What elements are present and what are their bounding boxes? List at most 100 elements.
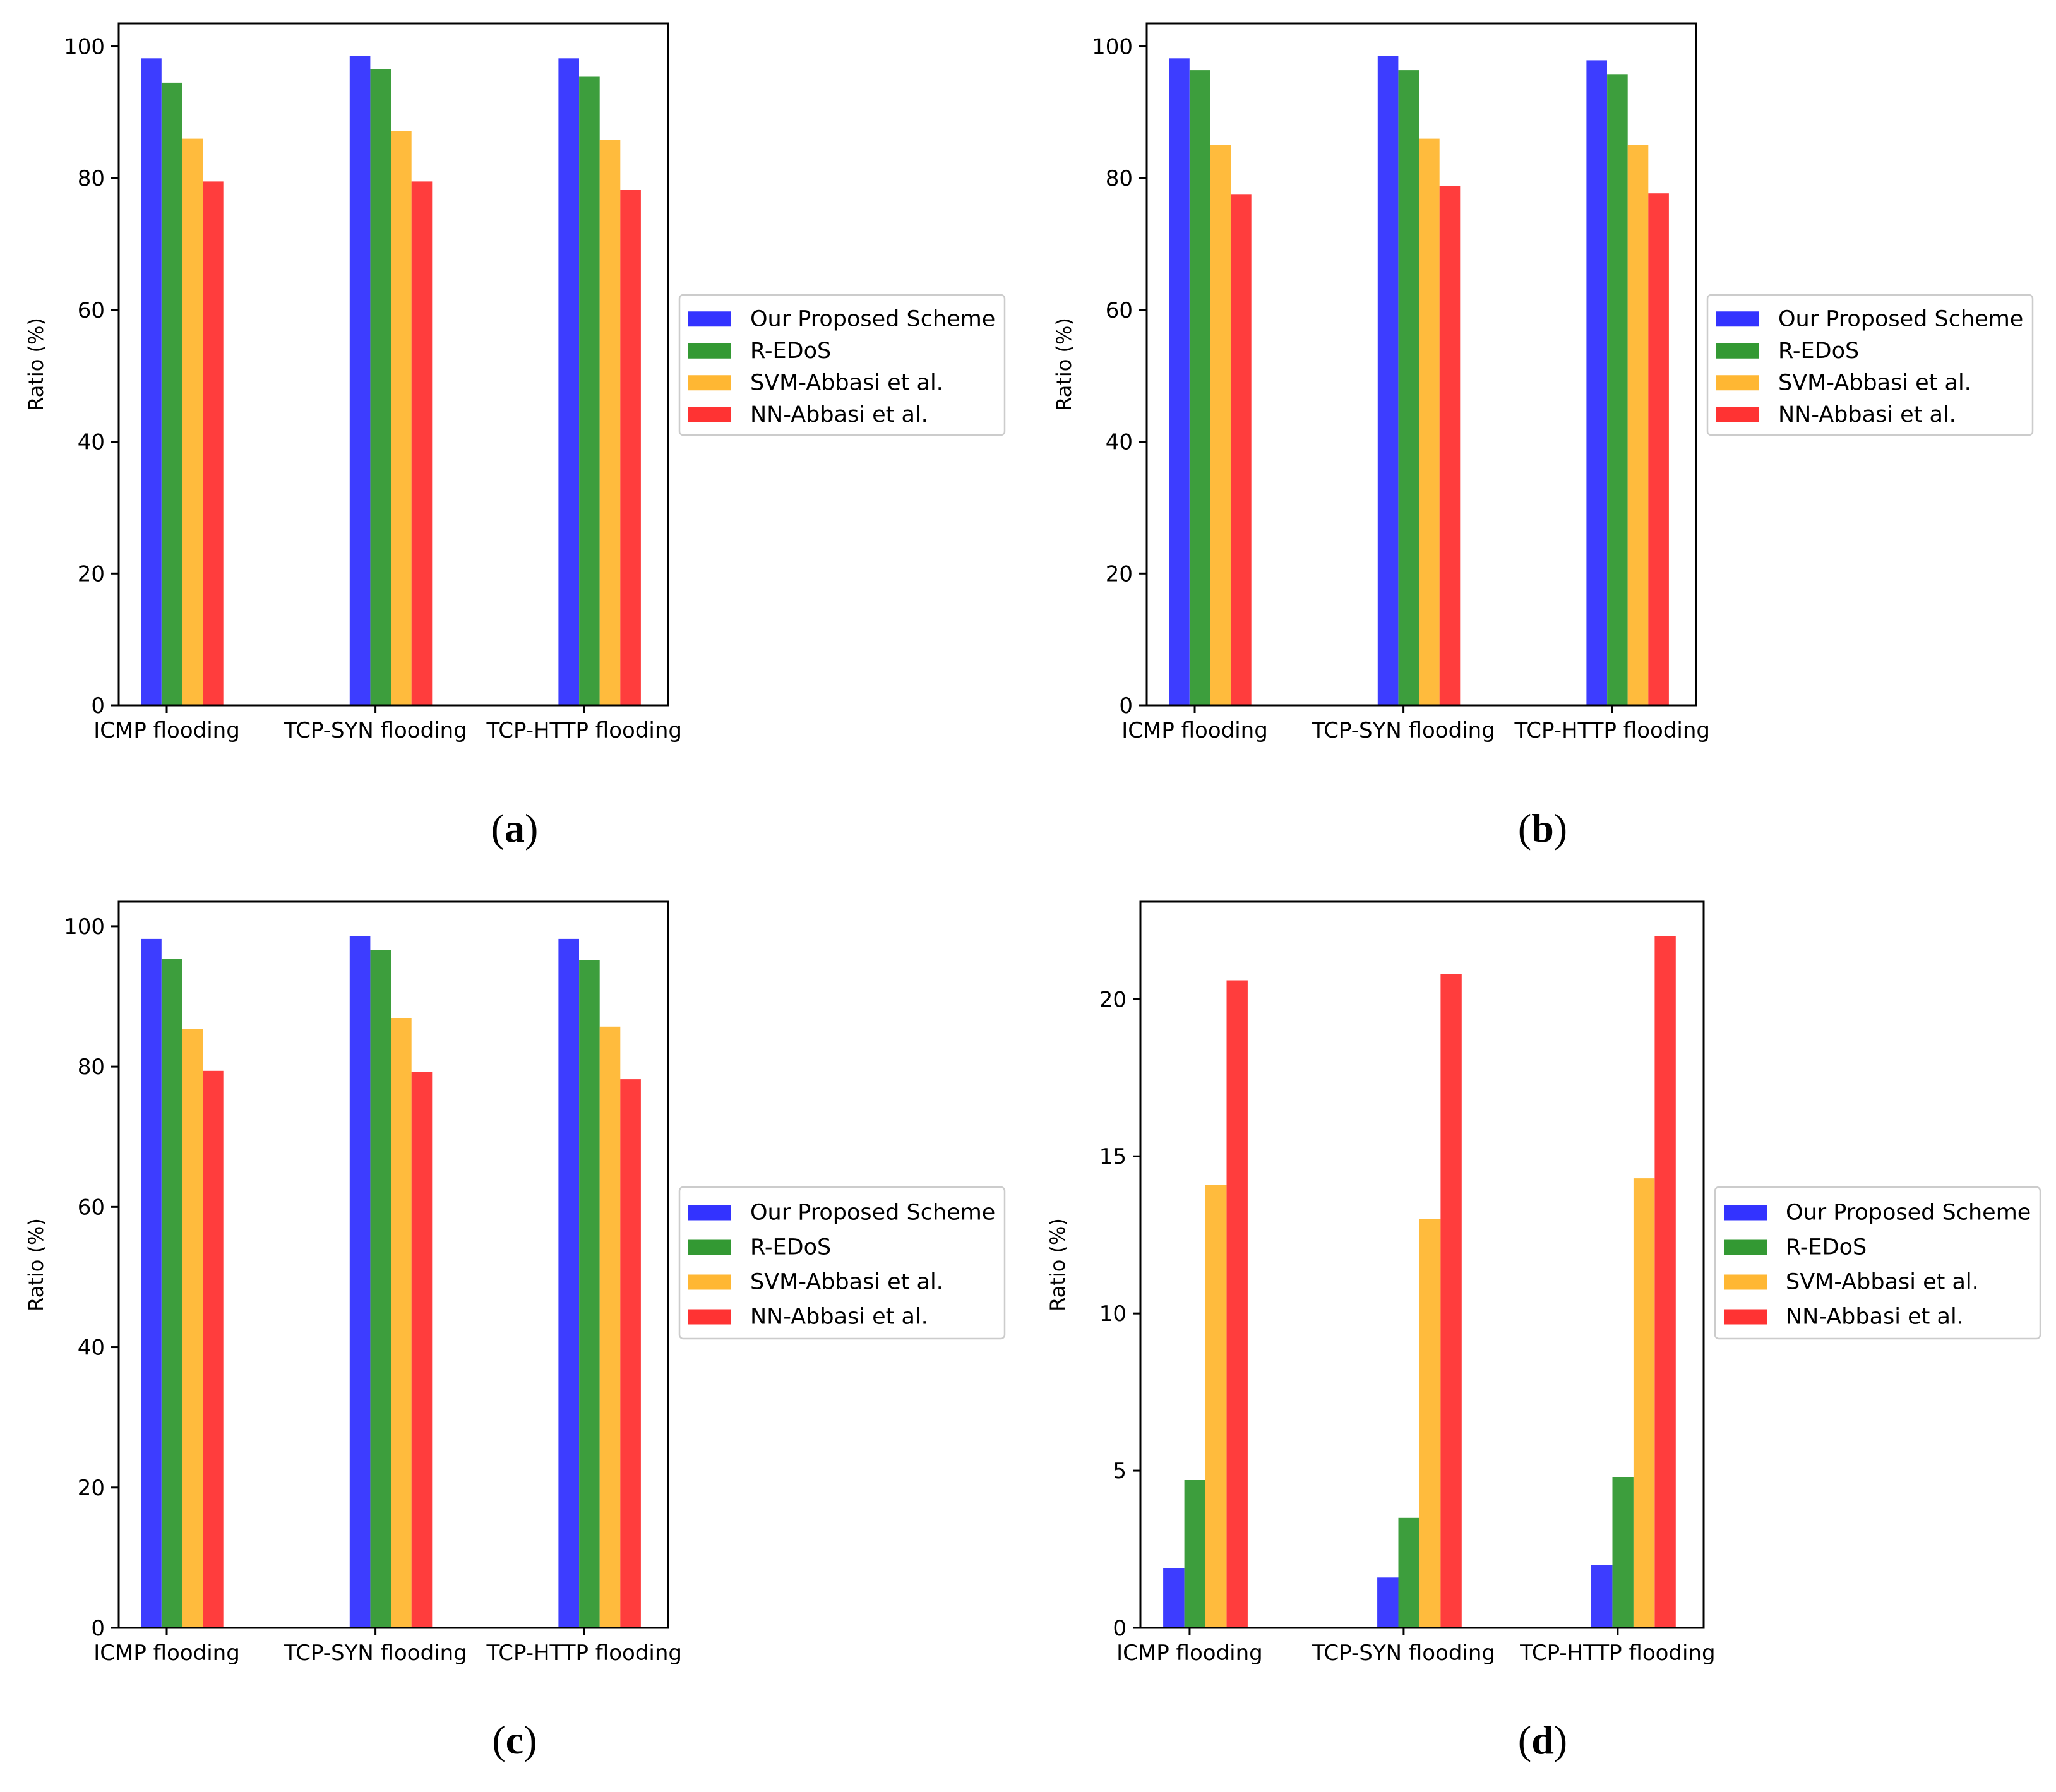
y-tick-label-a-100: 100 — [64, 35, 105, 60]
bar-c-nn-abbasi-et-al--0 — [203, 1070, 224, 1628]
bar-c-svm-abbasi-et-al--0 — [182, 1029, 203, 1628]
caption-d: (d) — [1517, 1717, 1568, 1762]
bar-a-svm-abbasi-et-al--0 — [182, 138, 203, 706]
legend-b: Our Proposed Scheme R-EDoS SVM-Abbasi et a… — [1706, 294, 2034, 436]
legend-label-d-0: Our Proposed Scheme — [1786, 1200, 2031, 1226]
legend-swatch-d-2 — [1724, 1274, 1767, 1290]
y-tick-label-b-20: 20 — [1106, 561, 1133, 587]
legend-box-d — [1714, 1186, 2041, 1340]
bar-a-nn-abbasi-et-al--1 — [411, 181, 433, 705]
bar-d-svm-abbasi-et-al--1 — [1419, 1219, 1441, 1628]
x-tick-label-a-2: TCP-HTTP flooding — [486, 718, 682, 743]
chart-panel-c: 0 20 40 60 80 100 ICMP flooding TCP-SYN floodin… — [0, 896, 1028, 1792]
bar-b-nn-abbasi-et-al--0 — [1231, 194, 1252, 705]
bar-c-our-proposed-scheme-0 — [141, 938, 162, 1628]
legend-label-d-3: NN-Abbasi et al. — [1786, 1305, 1964, 1330]
bar-b-our-proposed-scheme-1 — [1377, 56, 1399, 706]
chart-b-group: 0 20 40 60 80 100 ICMP flooding TCP-SYN floodin… — [1052, 22, 1710, 743]
y-tick-label-b-100: 100 — [1092, 35, 1133, 60]
y-tick-label-a-0: 0 — [91, 693, 105, 719]
bar-c-our-proposed-scheme-1 — [349, 936, 371, 1628]
bar-b-svm-abbasi-et-al--2 — [1627, 145, 1649, 705]
bar-c-svm-abbasi-et-al--1 — [391, 1018, 412, 1628]
x-tick-label-b-1: TCP-SYN flooding — [1311, 718, 1495, 743]
x-tick-label-c-2: TCP-HTTP flooding — [486, 1640, 682, 1666]
legend-swatch-a-2 — [688, 375, 731, 391]
chart-panel-d: 0 5 10 15 20 ICMP flooding TCP-SYN flooding TCP… — [1028, 896, 2056, 1792]
plot-frame-d — [1139, 900, 1705, 1629]
plot-frame-b — [1145, 22, 1697, 707]
x-tick-label-c-1: TCP-SYN flooding — [283, 1640, 467, 1666]
x-tick-label-b-2: TCP-HTTP flooding — [1514, 718, 1710, 743]
y-axis-title-c: Ratio (%) — [24, 1218, 48, 1311]
bar-a-r-edos-0 — [161, 82, 182, 705]
legend-swatch-d-1 — [1724, 1239, 1767, 1255]
bar-a-svm-abbasi-et-al--1 — [391, 131, 412, 706]
y-tick-label-c-80: 80 — [78, 1054, 105, 1080]
chart-svg-b: 0 20 40 60 80 100 ICMP flooding TCP-SYN floodin… — [1052, 22, 2034, 743]
y-tick-label-b-80: 80 — [1106, 166, 1133, 191]
bar-d-r-edos-1 — [1398, 1517, 1419, 1628]
bar-c-nn-abbasi-et-al--1 — [411, 1072, 433, 1628]
y-tick-label-d-0: 0 — [1113, 1616, 1127, 1641]
chart-svg-a: 0 20 40 60 80 100 ICMP flooding TCP-SYN floodin… — [24, 22, 1006, 743]
chart-d-group: 0 5 10 15 20 ICMP flooding TCP-SYN flooding TCP… — [1046, 900, 1716, 1666]
y-tick-label-b-60: 60 — [1106, 298, 1133, 323]
bar-b-r-edos-1 — [1398, 70, 1419, 706]
legend-box-b — [1706, 294, 2034, 436]
legend-swatch-a-0 — [688, 311, 731, 327]
legend-box-a — [678, 294, 1006, 436]
chart-c-group: 0 20 40 60 80 100 ICMP flooding TCP-SYN floodin… — [24, 900, 682, 1666]
legend-label-c-0: Our Proposed Scheme — [750, 1200, 995, 1226]
chart-a-group: 0 20 40 60 80 100 ICMP flooding TCP-SYN floodin… — [24, 22, 682, 743]
bar-d-our-proposed-scheme-0 — [1163, 1568, 1185, 1628]
bar-b-r-edos-2 — [1607, 74, 1628, 706]
bar-b-nn-abbasi-et-al--2 — [1648, 193, 1669, 705]
legend-label-d-2: SVM-Abbasi et al. — [1786, 1270, 1979, 1295]
bar-b-our-proposed-scheme-2 — [1586, 60, 1607, 705]
y-tick-label-c-0: 0 — [91, 1616, 105, 1641]
bar-a-r-edos-1 — [370, 69, 391, 705]
bar-a-nn-abbasi-et-al--0 — [203, 181, 224, 705]
bar-a-nn-abbasi-et-al--2 — [620, 190, 641, 705]
bar-d-svm-abbasi-et-al--0 — [1205, 1185, 1227, 1628]
legend-c: Our Proposed Scheme R-EDoS SVM-Abbasi et a… — [678, 1186, 1006, 1340]
x-tick-label-a-0: ICMP flooding — [93, 718, 240, 743]
bar-d-nn-abbasi-et-al--0 — [1226, 980, 1248, 1628]
bar-a-our-proposed-scheme-1 — [349, 56, 371, 706]
x-tick-label-b-0: ICMP flooding — [1121, 718, 1268, 743]
legend-a: Our Proposed Scheme R-EDoS SVM-Abbasi et a… — [678, 294, 1006, 436]
x-tick-label-d-2: TCP-HTTP flooding — [1519, 1640, 1716, 1666]
legend-label-a-0: Our Proposed Scheme — [750, 306, 995, 332]
x-tick-label-d-0: ICMP flooding — [1116, 1640, 1263, 1666]
y-tick-label-d-15: 15 — [1099, 1144, 1127, 1169]
legend-label-c-1: R-EDoS — [750, 1235, 831, 1260]
x-tick-label-d-1: TCP-SYN flooding — [1312, 1640, 1495, 1666]
y-tick-label-b-0: 0 — [1119, 693, 1133, 719]
chart-svg-c: 0 20 40 60 80 100 ICMP flooding TCP-SYN floodin… — [24, 900, 1006, 1666]
bar-a-r-edos-2 — [579, 76, 600, 705]
bar-d-our-proposed-scheme-2 — [1591, 1565, 1613, 1628]
legend-label-c-3: NN-Abbasi et al. — [750, 1305, 928, 1330]
caption-c: (c) — [492, 1717, 537, 1762]
y-tick-label-d-5: 5 — [1113, 1459, 1127, 1484]
x-tick-label-c-0: ICMP flooding — [93, 1640, 240, 1666]
legend-label-b-1: R-EDoS — [1778, 338, 1859, 364]
legend-swatch-c-1 — [688, 1239, 731, 1255]
legend-label-a-1: R-EDoS — [750, 338, 831, 364]
legend-swatch-c-2 — [688, 1274, 731, 1290]
bar-c-r-edos-1 — [370, 950, 391, 1628]
y-tick-label-c-20: 20 — [78, 1476, 105, 1501]
bar-b-svm-abbasi-et-al--1 — [1419, 138, 1440, 706]
legend-swatch-d-3 — [1724, 1309, 1767, 1325]
legend-swatch-a-1 — [688, 343, 731, 359]
y-tick-label-b-40: 40 — [1106, 430, 1133, 455]
plot-frame-c — [117, 900, 669, 1629]
y-axis-title-b: Ratio (%) — [1052, 318, 1076, 411]
legend-label-d-1: R-EDoS — [1786, 1235, 1867, 1260]
y-axis-title-a: Ratio (%) — [24, 318, 48, 411]
y-tick-label-d-10: 10 — [1099, 1301, 1127, 1327]
y-tick-label-a-20: 20 — [78, 561, 105, 587]
bar-c-r-edos-2 — [579, 960, 600, 1628]
chart-panel-b: 0 20 40 60 80 100 ICMP flooding TCP-SYN floodin… — [1028, 0, 2056, 896]
